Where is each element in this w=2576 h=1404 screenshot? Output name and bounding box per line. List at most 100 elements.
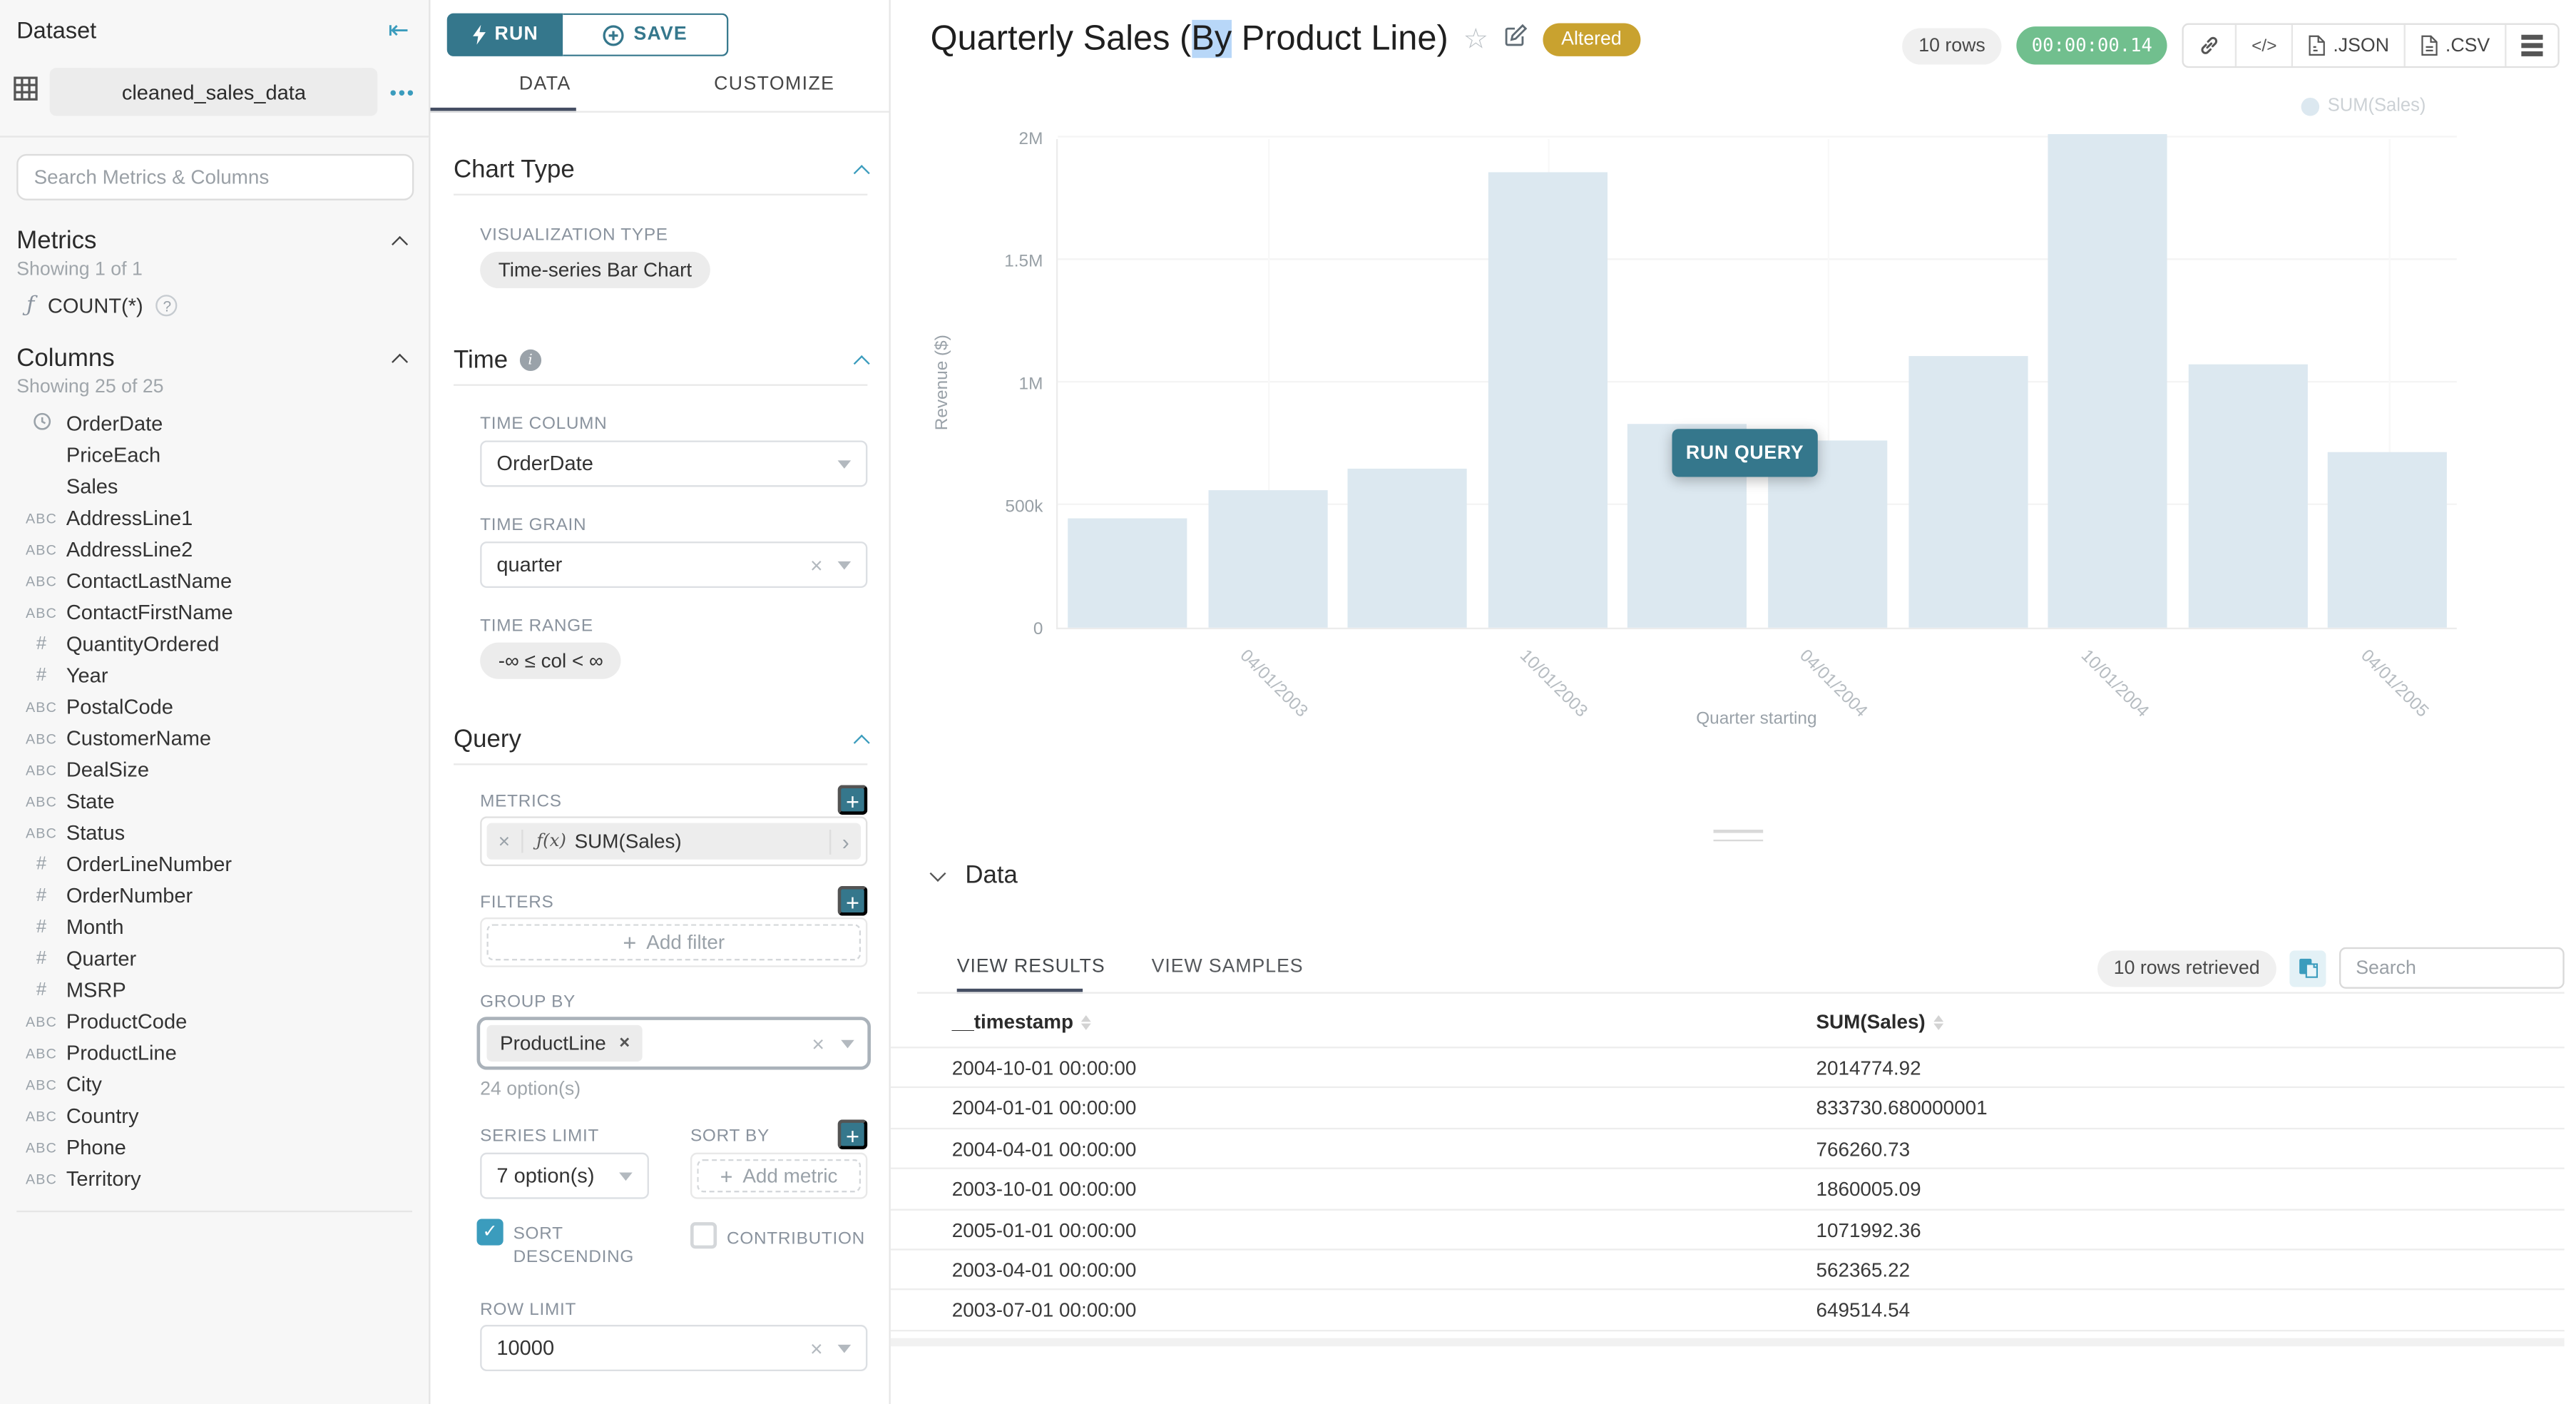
- add-sort-metric-dropzone[interactable]: + Add metric: [697, 1159, 862, 1193]
- column-item[interactable]: ABC AddressLine1: [16, 502, 429, 533]
- column-name: City: [66, 1072, 102, 1096]
- column-item[interactable]: ABC Territory: [16, 1163, 429, 1194]
- add-sort-metric-button[interactable]: +: [837, 1119, 868, 1149]
- row-limit-label: ROW LIMIT: [480, 1300, 577, 1321]
- plus-circle-icon: [602, 24, 624, 46]
- column-item[interactable]: Sales: [16, 470, 429, 502]
- column-item[interactable]: ABC CustomerName: [16, 722, 429, 753]
- text-type-icon: ABC: [25, 540, 58, 558]
- rows-retrieved-badge: 10 rows retrieved: [2097, 950, 2276, 987]
- column-item[interactable]: ABC State: [16, 785, 429, 816]
- chart-menu-button[interactable]: [2506, 25, 2557, 66]
- metrics-control: × ƒ(x) SUM(Sales) ›: [480, 816, 868, 867]
- chart-legend[interactable]: SUM(Sales): [2301, 96, 2426, 116]
- chevron-up-icon[interactable]: [853, 163, 870, 180]
- column-name: Quarter: [66, 946, 137, 970]
- column-item[interactable]: ABC AddressLine2: [16, 533, 429, 564]
- chart-title[interactable]: Quarterly Sales (By Product Line): [930, 19, 1448, 58]
- y-axis-title: Revenue ($): [931, 335, 952, 431]
- column-item[interactable]: ABC ProductCode: [16, 1005, 429, 1037]
- column-item[interactable]: OrderDate: [16, 407, 429, 439]
- time-range-value[interactable]: -∞ ≤ col < ∞: [480, 642, 622, 679]
- results-search-input[interactable]: [2339, 947, 2565, 989]
- remove-tag-icon[interactable]: ×: [619, 1033, 630, 1054]
- filters-label: FILTERS: [480, 892, 554, 913]
- column-item[interactable]: # Quarter: [16, 942, 429, 974]
- column-item[interactable]: ABC ContactLastName: [16, 565, 429, 596]
- group-by-select[interactable]: ProductLine × ×: [476, 1017, 872, 1070]
- column-item[interactable]: ABC City: [16, 1068, 429, 1099]
- function-icon: ƒ: [26, 292, 35, 318]
- clear-icon[interactable]: ×: [810, 1336, 823, 1360]
- copy-link-button[interactable]: [2184, 24, 2237, 66]
- export-csv-button[interactable]: .CSV: [2406, 24, 2507, 66]
- save-button[interactable]: SAVE: [563, 13, 729, 56]
- copy-data-button[interactable]: [2289, 950, 2326, 987]
- metric-pill[interactable]: × ƒ(x) SUM(Sales) ›: [486, 823, 862, 860]
- dataset-name[interactable]: cleaned_sales_data: [49, 68, 379, 116]
- remove-metric-icon[interactable]: ×: [486, 829, 523, 853]
- dataset-options-menu[interactable]: •••: [389, 80, 416, 104]
- table-scroll-track[interactable]: [890, 1338, 2565, 1347]
- contribution-checkbox[interactable]: [690, 1222, 717, 1249]
- table-column-header[interactable]: __timestamp: [952, 1010, 1092, 1033]
- filters-control: + Add filter: [480, 917, 868, 967]
- tab-customize[interactable]: CUSTOMIZE: [714, 74, 835, 95]
- metric-item[interactable]: ƒ COUNT(*) ?: [0, 280, 429, 318]
- sort-descending-checkbox[interactable]: ✓: [476, 1219, 504, 1246]
- column-item[interactable]: ABC Phone: [16, 1131, 429, 1162]
- time-column-select[interactable]: OrderDate: [480, 440, 868, 487]
- column-item[interactable]: ABC DealSize: [16, 753, 429, 785]
- column-item[interactable]: # QuantityOrdered: [16, 628, 429, 659]
- favorite-star-icon[interactable]: ☆: [1463, 23, 1489, 55]
- panel-resize-handle[interactable]: [1713, 829, 1764, 848]
- column-item[interactable]: # Year: [16, 659, 429, 691]
- embed-code-button[interactable]: </>: [2237, 24, 2294, 66]
- time-grain-select[interactable]: quarter ×: [480, 541, 868, 589]
- export-json-button[interactable]: .JSON: [2294, 24, 2406, 66]
- clear-icon[interactable]: ×: [810, 552, 823, 577]
- column-item[interactable]: # OrderLineNumber: [16, 848, 429, 880]
- add-metric-button[interactable]: +: [837, 785, 868, 815]
- clear-icon[interactable]: ×: [812, 1031, 825, 1056]
- edit-title-icon[interactable]: [1503, 23, 1528, 56]
- column-name: Territory: [66, 1166, 141, 1190]
- series-limit-select[interactable]: 7 option(s): [480, 1152, 649, 1199]
- collapse-panel-icon[interactable]: ⇤: [388, 16, 409, 45]
- add-filter-dropzone[interactable]: + Add filter: [486, 924, 862, 961]
- column-item[interactable]: ABC ProductLine: [16, 1037, 429, 1068]
- search-metrics-input[interactable]: [16, 153, 414, 200]
- tab-view-results[interactable]: VIEW RESULTS: [956, 957, 1105, 977]
- series-limit-label: SERIES LIMIT: [480, 1126, 600, 1146]
- expand-metric-icon[interactable]: ›: [829, 828, 861, 854]
- column-item[interactable]: ABC ContactFirstName: [16, 596, 429, 628]
- sort-icon[interactable]: [1933, 1014, 1944, 1029]
- function-icon: ƒ(x): [536, 831, 566, 852]
- group-by-options-hint: 24 option(s): [480, 1079, 581, 1100]
- column-item[interactable]: PriceEach: [16, 439, 429, 470]
- column-item[interactable]: # OrderNumber: [16, 880, 429, 911]
- data-section-title: Data: [965, 861, 1018, 890]
- column-item[interactable]: ABC Status: [16, 816, 429, 848]
- column-item[interactable]: # MSRP: [16, 974, 429, 1005]
- run-button[interactable]: RUN: [446, 13, 563, 56]
- tab-data[interactable]: DATA: [518, 74, 571, 95]
- column-item[interactable]: ABC PostalCode: [16, 691, 429, 722]
- metric-pill-label: SUM(Sales): [574, 829, 682, 853]
- run-query-button[interactable]: RUN QUERY: [1672, 429, 1818, 477]
- chevron-up-icon[interactable]: [853, 733, 870, 751]
- table-column-header[interactable]: SUM(Sales): [1816, 1010, 1944, 1033]
- group-by-pill[interactable]: ProductLine ×: [486, 1024, 643, 1062]
- row-limit-select[interactable]: 10000 ×: [480, 1325, 868, 1372]
- chevron-up-icon[interactable]: [853, 354, 870, 371]
- column-item[interactable]: # Month: [16, 911, 429, 942]
- collapse-data-icon[interactable]: [929, 865, 946, 882]
- sort-icon[interactable]: [1081, 1014, 1092, 1029]
- value-cell: 766260.73: [1816, 1137, 1911, 1161]
- viz-type-value[interactable]: Time-series Bar Chart: [480, 251, 710, 288]
- chevron-up-icon[interactable]: [392, 352, 409, 370]
- chevron-up-icon[interactable]: [392, 235, 409, 252]
- add-filter-button[interactable]: +: [837, 885, 868, 916]
- tab-view-samples[interactable]: VIEW SAMPLES: [1151, 957, 1304, 977]
- column-item[interactable]: ABC Country: [16, 1099, 429, 1131]
